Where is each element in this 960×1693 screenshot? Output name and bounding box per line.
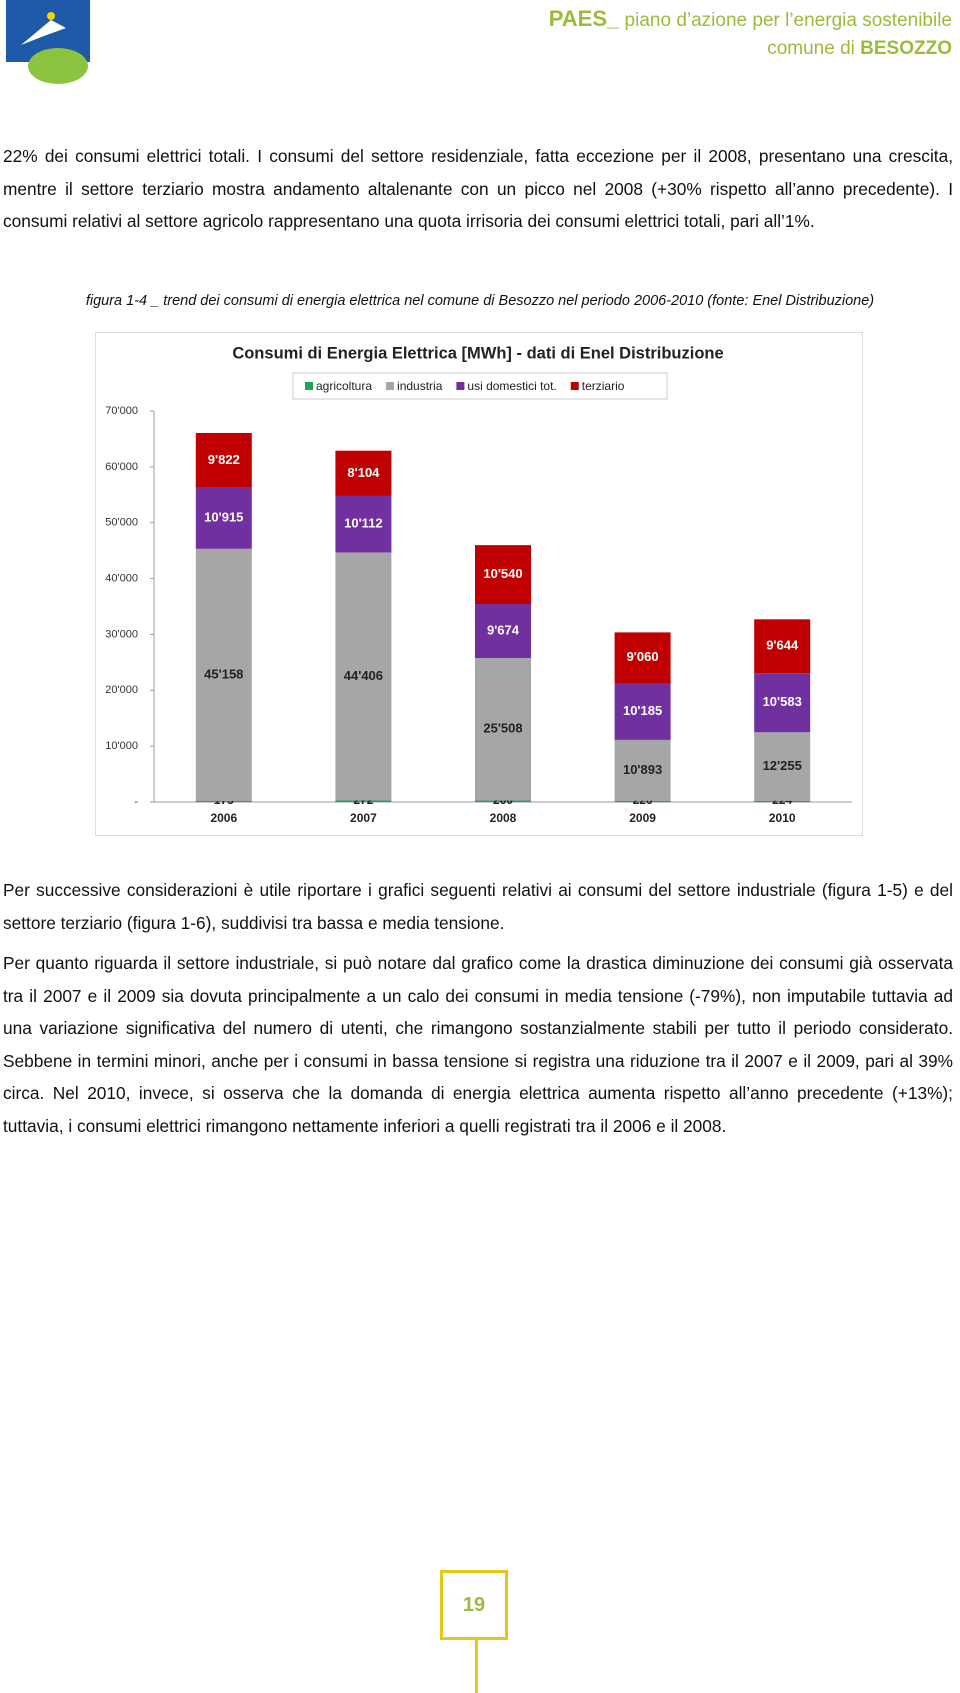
data-label: 10'540 [483, 566, 522, 581]
bar-segment [195, 548, 252, 802]
y-tick-label: 20'000 [105, 684, 138, 696]
data-label: 9'822 [208, 452, 240, 467]
legend-marker [570, 382, 579, 390]
y-tick-label: 30'000 [105, 628, 138, 640]
chart: Consumi di Energia Elettrica [MWh] - dat… [95, 332, 863, 836]
x-tick-label: 2010 [769, 811, 796, 825]
legend-marker [386, 382, 395, 390]
legend-label: usi domestici tot. [467, 379, 556, 393]
data-label: 25'508 [483, 721, 522, 736]
paragraph: 22% dei consumi elettrici totali. I cons… [3, 146, 953, 231]
header-municipality: comune di BESOZZO [767, 38, 952, 60]
bar-segment [475, 604, 531, 659]
data-label: 10'915 [204, 510, 243, 525]
page-line [475, 1640, 478, 1693]
data-label: 10'185 [623, 703, 662, 718]
legend-marker [305, 382, 313, 390]
data-label: 10'112 [344, 516, 383, 531]
x-tick-label: 2007 [350, 811, 377, 825]
bar-segment [614, 632, 671, 684]
bar-segment [335, 495, 392, 553]
y-tick-label: 70'000 [105, 405, 138, 417]
bar-segment [614, 800, 671, 802]
bar-segment [614, 683, 671, 740]
logo [6, 0, 90, 84]
bar-segment [195, 487, 252, 549]
legend-label: industria [397, 379, 443, 393]
bar-segment [335, 800, 392, 802]
y-tick-label: 40'000 [105, 572, 138, 584]
bar-segment [754, 619, 811, 674]
bar-segment [195, 432, 252, 488]
bar-segment [195, 801, 252, 802]
data-label: 10'893 [623, 762, 662, 777]
legend-label: terziario [582, 379, 625, 393]
y-tick-label: 50'000 [105, 517, 138, 529]
legend-marker [456, 382, 465, 390]
bar-segment [335, 450, 392, 496]
x-tick-label: 2006 [210, 811, 237, 825]
bar-segment [335, 552, 392, 801]
chart-title: Consumi di Energia Elettrica [MWh] - dat… [232, 344, 723, 362]
acronym: PAES_ [548, 6, 620, 31]
bar-segment [475, 800, 531, 802]
municipality: BESOZZO [860, 38, 952, 59]
data-label: 12'255 [763, 758, 802, 773]
title: piano d’azione per l’energia sostenibile [624, 10, 952, 31]
data-label: 44'406 [344, 668, 383, 683]
figure-caption: figura 1-4 _ trend dei consumi di energi… [85, 293, 875, 309]
bar-segment [475, 658, 531, 801]
page-number: 19 [440, 1570, 508, 1640]
y-tick-label: - [134, 796, 138, 808]
data-label: 8'104 [347, 465, 380, 480]
bar-segment [754, 673, 811, 733]
y-tick-label: 60'000 [105, 461, 138, 473]
data-label: 9'060 [627, 649, 659, 664]
bar-segment [754, 800, 811, 802]
bar-segment [475, 545, 531, 605]
x-tick-label: 2008 [490, 811, 517, 825]
data-label: 10'583 [763, 694, 802, 709]
paragraph: Per quanto riguarda il settore industria… [3, 953, 953, 1136]
bar-segment [614, 739, 671, 801]
prefix: comune di [767, 38, 855, 59]
header-title: PAES_ piano d’azione per l’energia soste… [549, 6, 952, 32]
data-label: 9'644 [766, 638, 799, 653]
bar-segment [754, 732, 811, 801]
paragraph: Per successive considerazioni è utile ri… [3, 880, 953, 933]
data-label: 45'158 [204, 666, 243, 681]
x-tick-label: 2009 [629, 811, 656, 825]
y-tick-label: 10'000 [105, 740, 138, 752]
legend-label: agricoltura [316, 379, 372, 393]
data-label: 9'674 [487, 622, 520, 637]
legend-box [292, 372, 668, 400]
